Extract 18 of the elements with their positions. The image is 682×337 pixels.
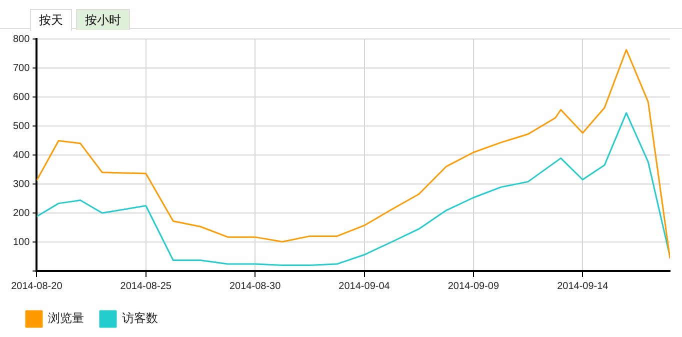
x-tick-label: 2014-08-20 — [11, 280, 63, 292]
y-tick-label: 400 — [12, 150, 30, 161]
y-tick-label: 300 — [12, 178, 30, 190]
x-tick-label: 2014-09-14 — [557, 280, 609, 292]
x-tick-label: 2014-09-04 — [338, 280, 390, 292]
legend-label: 浏览量 — [48, 311, 84, 326]
text: 按天 — [30, 9, 72, 31]
y-tick-label: 200 — [12, 208, 30, 219]
x-tick-label: 2014-08-30 — [229, 280, 282, 292]
text: 按小时 — [76, 9, 130, 30]
x-tick-label: 2014-09-09 — [448, 280, 500, 292]
y-tick-label: 800 — [12, 34, 30, 45]
y-tick-label: 100 — [12, 236, 30, 248]
y-tick-label: 700 — [12, 62, 30, 74]
y-tick-label: 600 — [12, 92, 30, 103]
y-tick-label: 500 — [12, 120, 30, 132]
legend-label: 访客数 — [122, 311, 158, 326]
x-tick-label: 2014-08-25 — [120, 280, 172, 292]
